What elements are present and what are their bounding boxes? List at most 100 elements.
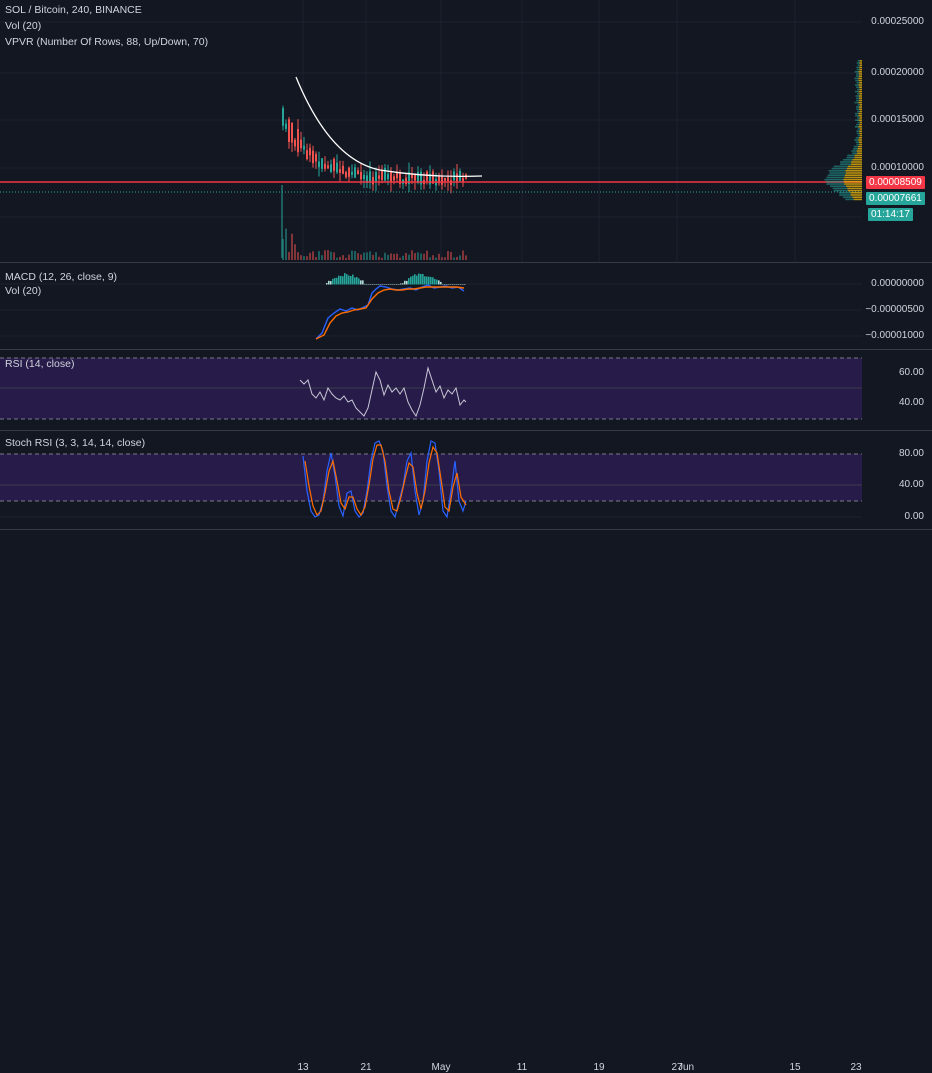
vpvr-up-bar xyxy=(855,141,859,143)
volume-bar xyxy=(306,256,308,260)
macd-label[interactable]: MACD (12, 26, close, 9) xyxy=(5,271,118,283)
vpvr-up-bar xyxy=(833,165,848,168)
vpvr-up-bar xyxy=(829,172,846,174)
candle xyxy=(438,175,440,184)
vpvr-up-bar xyxy=(857,60,860,62)
candle xyxy=(414,174,416,181)
candle xyxy=(336,162,338,173)
macd-hist-bar xyxy=(450,284,452,285)
macd-axis[interactable]: 0.00000000 −0.00000500 −0.00001000 xyxy=(862,263,932,349)
candle xyxy=(390,171,392,183)
x-tick: 15 xyxy=(789,1062,801,1073)
candle xyxy=(447,177,449,182)
candle xyxy=(339,169,341,173)
volume-bar xyxy=(462,250,464,260)
vpvr-up-bar xyxy=(857,121,860,124)
candle xyxy=(441,176,443,185)
pane-separator[interactable] xyxy=(0,262,932,263)
macd-hist-bar xyxy=(418,273,420,285)
vpvr-up-bar xyxy=(846,156,855,159)
macd-hist-bar xyxy=(342,276,344,285)
candle xyxy=(372,176,374,185)
candle xyxy=(393,176,395,181)
candle xyxy=(426,171,428,181)
volume-bar xyxy=(429,257,431,260)
vpvr-up-bar xyxy=(855,115,859,117)
vpvr-up-bar xyxy=(840,163,852,165)
volume-bar xyxy=(369,251,371,260)
macd-hist-bar xyxy=(348,275,350,285)
time-axis[interactable]: 13 21 May 11 19 27 Jun 15 23 xyxy=(0,530,862,1073)
macd-hist-bar xyxy=(410,276,412,285)
price-axis[interactable]: 0.00025000 0.00020000 0.00015000 0.00010… xyxy=(862,0,932,262)
volume-bar xyxy=(300,255,302,260)
vpvr-indicator-label[interactable]: VPVR (Number Of Rows, 88, Up/Down, 70) xyxy=(5,36,209,48)
macd-hist-bar xyxy=(412,275,414,285)
macd-hist-bar xyxy=(376,284,378,285)
volume-bar xyxy=(291,233,293,260)
rsi-axis[interactable]: 60.00 40.00 xyxy=(862,350,932,430)
vpvr-down-bar xyxy=(844,176,862,179)
signal-line xyxy=(315,286,465,340)
vpvr-up-bar xyxy=(839,194,851,196)
price-chart xyxy=(0,0,862,262)
candle xyxy=(348,167,350,177)
rsi-label[interactable]: RSI (14, close) xyxy=(5,358,75,370)
vpvr-up-bar xyxy=(854,112,859,115)
pane-separator[interactable] xyxy=(0,430,932,431)
volume-bar xyxy=(315,256,317,260)
candle xyxy=(387,173,389,180)
candle xyxy=(285,123,287,129)
macd-pane[interactable]: MACD (12, 26, close, 9) Vol (20) xyxy=(0,263,862,349)
price-pane[interactable]: SOL / Bitcoin, 240, BINANCE Vol (20) VPV… xyxy=(0,0,862,262)
candle xyxy=(384,167,386,181)
vpvr-down-bar xyxy=(858,101,862,104)
macd-hist-bar xyxy=(422,273,424,285)
vpvr-up-bar xyxy=(855,79,859,82)
stoch-rsi-axis[interactable]: 80.00 40.00 0.00 xyxy=(862,431,932,529)
macd-hist-bar xyxy=(392,284,394,285)
macd-vol-label[interactable]: Vol (20) xyxy=(5,285,42,297)
macd-hist-bar xyxy=(384,284,386,285)
vpvr-up-bar xyxy=(832,187,848,190)
vpvr-down-bar xyxy=(851,161,862,163)
volume-bar xyxy=(360,254,362,260)
vpvr-up-bar xyxy=(831,167,847,170)
macd-hist-bar xyxy=(434,278,436,285)
volume-profile xyxy=(824,60,862,201)
volume-bar xyxy=(405,252,407,260)
pane-separator[interactable] xyxy=(0,349,932,350)
macd-hist-bar xyxy=(386,284,388,285)
candle xyxy=(429,173,431,185)
candle xyxy=(396,171,398,179)
rsi-pane[interactable]: RSI (14, close) xyxy=(0,350,862,430)
stoch-rsi-chart xyxy=(0,440,862,519)
macd-hist-bar xyxy=(340,275,342,285)
volume-bar xyxy=(420,253,422,260)
vpvr-up-bar xyxy=(853,148,858,150)
stoch-rsi-pane[interactable]: Stoch RSI (3, 3, 14, 14, close) xyxy=(0,431,862,529)
vpvr-down-bar xyxy=(859,66,862,69)
volume-bar xyxy=(366,252,368,260)
candle xyxy=(363,174,365,180)
stoch-d-line xyxy=(304,444,467,517)
vpvr-up-bar xyxy=(855,84,859,86)
candle xyxy=(360,171,362,180)
macd-hist-bar xyxy=(408,278,410,285)
candle xyxy=(399,171,401,184)
candle xyxy=(432,171,434,184)
volume-bar xyxy=(384,252,386,260)
vpvr-down-bar xyxy=(858,112,862,115)
macd-hist-bar xyxy=(436,279,438,285)
stoch-rsi-label[interactable]: Stoch RSI (3, 3, 14, 14, close) xyxy=(5,437,146,449)
vpvr-down-bar xyxy=(850,194,862,196)
vpvr-up-bar xyxy=(854,77,859,80)
macd-hist-bar xyxy=(330,281,332,285)
vpvr-up-bar xyxy=(830,185,847,187)
vpvr-down-bar xyxy=(846,185,862,187)
vpvr-up-bar xyxy=(845,198,854,201)
curve-drawing xyxy=(295,76,483,178)
macd-hist-bar xyxy=(354,277,356,285)
vpvr-down-bar xyxy=(859,82,862,84)
vol-indicator-label[interactable]: Vol (20) xyxy=(5,20,42,32)
